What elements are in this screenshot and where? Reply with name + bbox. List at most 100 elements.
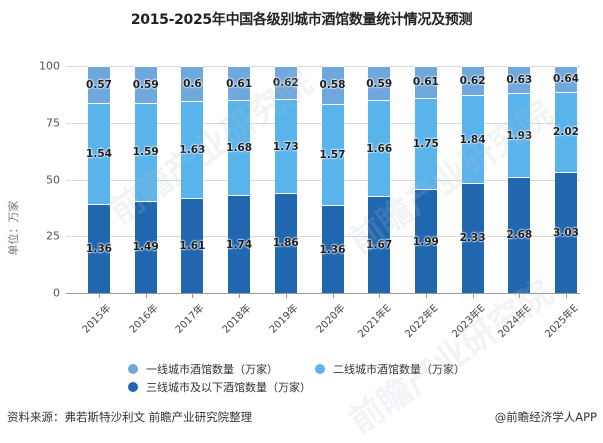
bar-segment[interactable]: 1.54 [86,103,112,205]
data-label: 1.67 [366,239,393,252]
data-label: 1.75 [412,138,439,150]
bar-segment[interactable]: 1.66 [366,100,393,197]
bar-segment[interactable]: 0.61 [413,66,439,98]
x-tick [519,293,521,298]
bar-segment[interactable]: 0.59 [132,66,159,103]
x-tick [285,293,287,298]
y-tick-label: 25 [46,229,60,243]
y-tick-label: 100 [39,59,60,73]
data-label: 1.57 [319,148,346,161]
data-label: 0.6 [183,78,202,91]
bar-segment[interactable]: 1.75 [412,97,439,190]
bar-segment[interactable]: 1.59 [133,102,159,201]
data-label: 2.02 [553,126,579,139]
bar-segment[interactable]: 1.36 [320,205,345,293]
data-label: 1.86 [272,237,299,250]
bar-segment[interactable]: 1.57 [319,103,346,206]
bar-segment[interactable]: 1.86 [272,192,299,293]
data-label: 0.64 [553,73,579,86]
bar-stack[interactable]: 3.03 2.02 0.64 [553,66,579,293]
y-tick-label: 75 [46,116,60,130]
x-tick-label: 2017年 [174,302,207,336]
bar-stack[interactable]: 1.86 1.73 0.62 [272,66,299,293]
legend-label: 三线城市及以下酒馆数量（万家） [146,381,311,394]
x-tick-label: 2023年E [449,302,488,341]
bar-segment[interactable]: 1.61 [179,197,205,293]
bar-stack[interactable]: 1.67 1.66 0.59 [366,66,393,293]
bar-segment[interactable]: 1.36 [86,204,112,293]
bar-stack[interactable]: 1.36 1.54 0.57 [86,66,112,293]
data-label: 1.66 [366,142,393,155]
bar-segment[interactable]: 1.67 [366,196,393,293]
data-label: 0.57 [86,79,112,92]
x-tick [425,293,427,298]
x-tick [239,293,241,298]
legend-dot-icon [315,364,325,374]
bar-segment[interactable]: 0.63 [506,66,533,94]
bar-segment[interactable]: 1.49 [133,200,159,293]
plot-area: 1.36 1.54 0.57 1.49 1.59 0.59 1.61 1.63 0.6 1.74 1… [66,66,580,294]
bar-segment[interactable]: 0.59 [366,66,393,101]
x-tick-label: 2016年 [127,302,161,336]
bar-segment[interactable]: 1.68 [226,100,253,195]
bar-segment[interactable]: 1.99 [412,189,439,293]
bar-segment[interactable]: 3.03 [553,172,579,293]
data-label: 2.33 [459,232,486,245]
x-tick [472,293,474,298]
x-tick-label: 2019年 [267,302,301,336]
bar-segment[interactable]: 0.64 [553,66,579,92]
data-label: 1.68 [226,142,253,155]
legend-dot-icon [128,364,138,374]
legend-item-tier2[interactable]: 二线城市酒馆数量（万家） [315,361,465,377]
bar-segment[interactable]: 0.6 [181,66,204,102]
bar-stack[interactable]: 1.49 1.59 0.59 [132,66,159,293]
data-label: 1.84 [459,133,486,146]
legend-item-tier1[interactable]: 一线城市酒馆数量（万家） [128,361,278,377]
bar-segment[interactable]: 2.02 [553,91,579,173]
bar-stack[interactable]: 1.61 1.63 0.6 [179,66,206,293]
legend-item-tier3[interactable]: 三线城市及以下酒馆数量（万家） [128,379,311,395]
bar-segment[interactable]: 0.57 [86,66,112,104]
data-label: 1.93 [506,129,533,142]
x-tick [566,293,567,298]
data-label: 0.59 [132,78,159,91]
x-tick [379,293,381,298]
bar-stack[interactable]: 1.74 1.68 0.61 [226,66,253,293]
bar-segment[interactable]: 0.62 [272,66,299,100]
bar-segment[interactable]: 0.58 [319,66,346,104]
bar-segment[interactable]: 1.63 [179,101,206,198]
bar-segment[interactable]: 2.68 [506,176,532,293]
data-label: 0.59 [366,77,393,90]
bar-stack[interactable]: 1.99 1.75 0.61 [412,66,439,293]
data-label: 1.73 [272,140,299,153]
y-axis-label-wrap: 单位：万家 [7,201,33,300]
x-tick-label: 2022年E [403,302,441,341]
bar-segment[interactable]: 0.61 [226,66,252,101]
bar-segment[interactable]: 0.62 [460,66,486,96]
y-axis-label: 单位：万家 [7,200,20,256]
y-tick-label: 0 [53,286,60,300]
bar-stack[interactable]: 2.33 1.84 0.62 [459,66,486,293]
x-tick-label: 2024年E [496,302,534,341]
x-tick [145,293,147,298]
data-label: 0.62 [272,77,299,90]
x-tick-label: 2021年E [356,302,394,341]
x-tick [332,293,334,298]
bar-segment[interactable]: 1.84 [459,95,486,183]
data-label: 0.63 [506,74,533,87]
bar-segment[interactable]: 1.93 [506,93,533,177]
chart-title: 2015-2025年中国各级别城市酒馆数量统计情况及预测 [130,12,473,28]
data-label: 1.63 [179,144,206,157]
x-axis-line [66,293,580,294]
x-tick-label: 2015年 [80,302,114,336]
data-label: 1.54 [86,148,112,161]
x-tick-label: 2020年 [314,302,348,336]
bar-stack[interactable]: 1.36 1.57 0.58 [319,66,346,293]
credit-note: @前瞻经济学人APP [494,410,597,424]
bar-segment[interactable]: 2.33 [459,182,486,293]
bar-segment[interactable]: 1.74 [226,195,252,293]
data-label: 0.58 [319,79,346,92]
bar-stack[interactable]: 2.68 1.93 0.63 [506,66,533,293]
bar-segment[interactable]: 1.73 [272,99,299,193]
data-label: 1.99 [412,235,439,248]
